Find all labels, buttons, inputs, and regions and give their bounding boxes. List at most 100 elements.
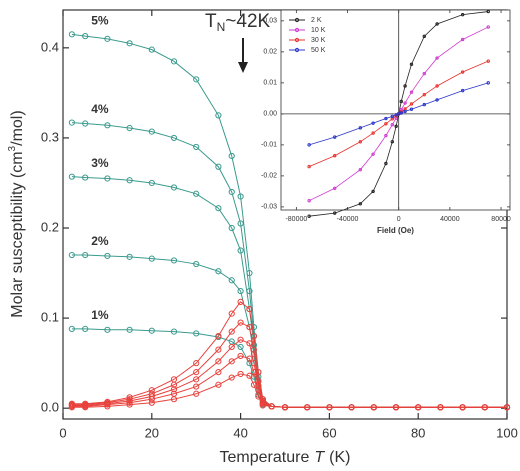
- data-point: [148, 255, 155, 262]
- data-point: [170, 257, 178, 264]
- x-title-suffix: (K): [329, 449, 350, 466]
- data-point: [193, 360, 200, 367]
- data-point: [358, 202, 363, 206]
- y-axis-title: Molar susceptibility (cm3/mol): [7, 110, 27, 317]
- data-point: [237, 319, 244, 326]
- data-point: [304, 404, 311, 411]
- series-line: [71, 328, 507, 408]
- annotation-subscript: N: [217, 20, 226, 34]
- data-point: [237, 336, 244, 343]
- data-point: [384, 122, 388, 126]
- data-point: [104, 401, 111, 408]
- data-point: [435, 22, 439, 26]
- y-tick-label: 0.03: [263, 18, 277, 25]
- data-point: [193, 76, 200, 83]
- data-point: [307, 164, 311, 169]
- data-point: [104, 175, 111, 182]
- data-point: [459, 404, 466, 411]
- legend-marker: [294, 47, 300, 53]
- data-point: [259, 402, 266, 409]
- data-point: [193, 369, 200, 376]
- data-point: [326, 404, 333, 411]
- data-point: [333, 154, 337, 158]
- data-point: [392, 404, 400, 411]
- x-axis-title: Field (Oe): [377, 226, 414, 235]
- data-point: [148, 46, 155, 53]
- data-point: [170, 184, 178, 191]
- x-tick-label: 80000: [491, 216, 511, 223]
- curve-label: 5%: [91, 13, 109, 27]
- data-point: [215, 369, 222, 376]
- legend-label: 50 K: [311, 47, 326, 54]
- data-point: [435, 56, 439, 60]
- x-tick-label: 40: [233, 425, 247, 440]
- legend-marker: [294, 37, 300, 43]
- data-point: [170, 386, 178, 393]
- data-point: [409, 107, 414, 111]
- inset-background: [281, 10, 510, 210]
- data-point: [237, 220, 244, 227]
- data-point: [193, 376, 200, 383]
- data-point: [237, 370, 244, 378]
- data-point: [246, 360, 253, 367]
- data-point: [250, 369, 258, 376]
- legend-marker: [294, 17, 300, 23]
- data-point: [126, 326, 133, 333]
- y-tick-label: 0.1: [41, 310, 59, 325]
- y-title-superscript: 3: [7, 145, 18, 151]
- data-point: [193, 143, 200, 151]
- data-point: [82, 404, 89, 411]
- data-point: [126, 177, 133, 184]
- data-point: [371, 189, 375, 194]
- curve-label: 2%: [91, 234, 109, 248]
- data-point: [259, 400, 266, 407]
- data-point: [390, 123, 395, 127]
- data-point: [193, 330, 200, 337]
- x-tick-label: 20: [145, 425, 159, 440]
- data-point: [104, 122, 111, 129]
- data-point: [82, 120, 89, 127]
- curve-label: 1%: [91, 308, 109, 322]
- data-point: [246, 340, 253, 347]
- data-point: [68, 31, 75, 38]
- x-tick-label: 40000: [440, 216, 460, 223]
- data-point: [215, 381, 222, 388]
- data-point: [228, 188, 235, 196]
- data-point: [371, 131, 375, 135]
- data-point: [148, 327, 155, 334]
- data-point: [307, 198, 311, 203]
- data-point: [82, 251, 89, 259]
- y-tick-label: -0.03: [261, 204, 277, 211]
- x-tick-label: 100: [496, 425, 518, 440]
- x-tick-label: -80000: [285, 216, 307, 223]
- data-point: [281, 404, 289, 411]
- series-line: [71, 373, 507, 408]
- series-line: [71, 301, 507, 408]
- y-tick-label: 0.4: [41, 39, 59, 54]
- data-point: [435, 98, 439, 102]
- data-point: [215, 163, 222, 170]
- y-tick-label: -0.01: [261, 142, 277, 149]
- x-tick-label: 80: [411, 425, 425, 440]
- data-point: [358, 167, 363, 172]
- data-point: [409, 102, 414, 106]
- y-tick-label: 0.0: [41, 400, 59, 415]
- annotation: TN~42K: [205, 11, 271, 34]
- data-point: [228, 277, 235, 284]
- data-point: [348, 404, 355, 411]
- data-point: [460, 70, 465, 74]
- data-point: [307, 143, 311, 147]
- data-point: [237, 343, 244, 351]
- data-point: [399, 99, 403, 104]
- data-point: [358, 140, 363, 144]
- x-tick-label: -40000: [337, 216, 359, 223]
- data-point: [215, 205, 222, 212]
- data-point: [68, 325, 75, 333]
- data-point: [228, 343, 235, 351]
- curve-label: 3%: [91, 156, 109, 170]
- plot-frame: [280, 9, 511, 211]
- data-point: [215, 358, 222, 365]
- data-point: [148, 387, 155, 394]
- y-tick-label: 0.00: [263, 111, 277, 118]
